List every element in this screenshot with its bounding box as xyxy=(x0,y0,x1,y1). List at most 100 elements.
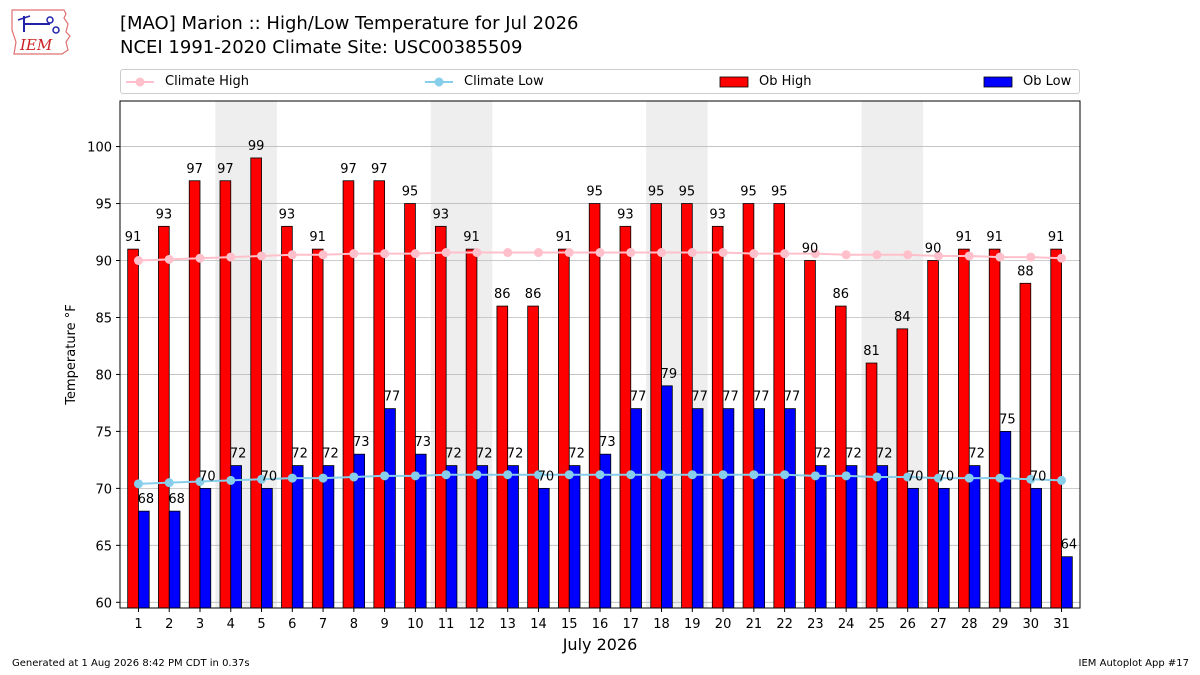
x-tick-label: 4 xyxy=(227,617,235,632)
x-tick-label: 7 xyxy=(319,617,327,632)
ob-high-label: 97 xyxy=(371,162,388,177)
ob-low-label: 70 xyxy=(907,469,924,484)
y-tick-label: 80 xyxy=(95,368,112,383)
ob-low-label: 64 xyxy=(1061,538,1078,553)
ob-high-label: 91 xyxy=(986,230,1003,245)
ob-low-label: 68 xyxy=(138,492,155,507)
x-tick-label: 5 xyxy=(257,617,265,632)
climate-low-point xyxy=(626,470,636,480)
climate-low-point xyxy=(872,472,882,482)
x-tick-label: 28 xyxy=(961,617,978,632)
ob-high-bar xyxy=(650,203,662,609)
climate-low-point xyxy=(410,471,420,481)
ob-low-bar xyxy=(261,487,273,609)
climate-high-point xyxy=(841,250,851,260)
climate-low-point xyxy=(195,477,205,487)
ob-high-bar xyxy=(804,260,816,609)
ob-low-label: 72 xyxy=(568,447,585,462)
climate-low-point xyxy=(964,473,974,483)
climate-high-point xyxy=(780,249,790,259)
climate-low-point xyxy=(380,471,390,481)
ob-low-label: 72 xyxy=(322,447,339,462)
climate-high-swatch xyxy=(126,77,154,87)
ob-high-bar xyxy=(711,225,724,609)
ob-high-label: 97 xyxy=(340,162,357,177)
climate-high-point xyxy=(564,248,574,258)
ob-high-label: 93 xyxy=(279,207,296,222)
climate-low-point xyxy=(257,474,267,484)
climate-low-point xyxy=(226,475,236,485)
x-tick-label: 11 xyxy=(438,617,455,632)
ob-low-bar xyxy=(691,408,704,609)
x-tick-label: 19 xyxy=(684,617,701,632)
ob-high-label: 95 xyxy=(679,185,696,200)
climate-high-point xyxy=(995,252,1005,262)
ob-low-label: 75 xyxy=(999,412,1016,427)
y-tick-label: 95 xyxy=(95,198,112,213)
ob-low-label: 72 xyxy=(291,447,308,462)
app-credit: IEM Autoplot App #17 xyxy=(1078,658,1189,669)
x-tick-label: 17 xyxy=(622,617,639,632)
ob-low-bar xyxy=(968,465,981,609)
ob-high-bar xyxy=(188,180,201,609)
ob-low-bar xyxy=(1030,487,1042,609)
climate-low-point xyxy=(718,470,728,480)
ob-high-label: 93 xyxy=(617,207,634,222)
climate-low-swatch xyxy=(425,77,453,87)
ob-high-bar xyxy=(558,248,570,609)
ob-high-bar xyxy=(742,203,755,609)
ob-high-bar xyxy=(281,225,293,609)
climate-low-point xyxy=(133,479,143,489)
y-tick-label: 65 xyxy=(95,539,112,554)
climate-low-point xyxy=(780,470,790,480)
ob-high-bar xyxy=(527,305,539,609)
ob-low-bar xyxy=(445,465,458,609)
ob-high-bar xyxy=(342,180,355,609)
chart-title: [MAO] Marion :: High/Low Temperature for… xyxy=(120,12,578,60)
climate-low-point xyxy=(349,472,359,482)
ob-high-label: 95 xyxy=(586,185,603,200)
x-tick-label: 30 xyxy=(1022,617,1039,632)
ob-low-label: 72 xyxy=(814,447,831,462)
y-tick-label: 90 xyxy=(95,255,112,270)
climate-high-point xyxy=(626,248,636,258)
climate-low-point xyxy=(933,473,943,483)
ob-high-label: 91 xyxy=(309,230,326,245)
ob-low-swatch xyxy=(983,76,1013,88)
x-tick-label: 23 xyxy=(807,617,824,632)
ob-low-bar xyxy=(784,408,796,609)
x-tick-label: 8 xyxy=(350,617,358,632)
ob-high-label: 84 xyxy=(894,310,911,325)
ob-low-bar xyxy=(1061,556,1073,609)
climate-low-point xyxy=(657,470,667,480)
y-tick-label: 85 xyxy=(95,311,112,326)
ob-high-label: 91 xyxy=(956,230,973,245)
ob-low-bar xyxy=(753,408,766,609)
ob-low-label: 77 xyxy=(784,390,801,405)
ob-high-bar xyxy=(127,248,139,609)
ob-high-bar xyxy=(865,362,878,609)
ob-low-label: 70 xyxy=(538,469,555,484)
ob-high-bar xyxy=(158,225,170,609)
ob-high-label: 99 xyxy=(248,139,265,154)
ob-low-label: 72 xyxy=(845,447,862,462)
climate-low-point xyxy=(503,470,513,480)
ob-low-label: 72 xyxy=(968,447,985,462)
ob-high-label: 97 xyxy=(186,162,203,177)
ob-high-bar xyxy=(1050,248,1062,609)
climate-low-point xyxy=(318,473,328,483)
climate-low-point xyxy=(687,470,697,480)
x-tick-label: 24 xyxy=(838,617,855,632)
climate-high-point xyxy=(810,249,820,259)
x-tick-label: 27 xyxy=(930,617,947,632)
ob-low-label: 77 xyxy=(630,390,647,405)
ob-low-label: 70 xyxy=(261,469,278,484)
logo-text: IEM xyxy=(19,36,53,54)
ob-high-bar xyxy=(681,203,693,609)
ob-low-label: 68 xyxy=(168,492,185,507)
climate-high-point xyxy=(1026,252,1036,262)
ob-low-label: 77 xyxy=(722,390,739,405)
legend-climate-low-label: Climate Low xyxy=(464,74,544,89)
climate-high-point xyxy=(226,252,236,262)
iowa-outline xyxy=(11,9,71,55)
